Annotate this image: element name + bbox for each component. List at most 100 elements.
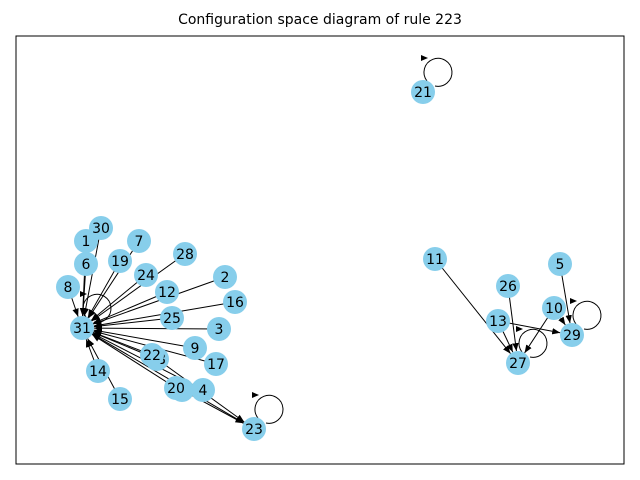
node-label-6: 6: [82, 257, 91, 273]
node-label-28: 28: [176, 247, 194, 263]
node-label-3: 3: [215, 322, 224, 338]
edge-28-to-31: [91, 253, 186, 322]
self-loop-31: [82, 293, 112, 323]
edge-25-to-31: [93, 317, 173, 329]
node-circle-12: [155, 280, 179, 304]
node-circle-20: [164, 376, 188, 400]
edge-31-to-23: [81, 327, 244, 424]
node-circle-31: [70, 316, 94, 340]
node-circle-17: [204, 352, 228, 376]
node-label-11: 11: [426, 252, 444, 268]
node-label-29: 29: [563, 328, 581, 344]
node-22: 22: [140, 343, 164, 367]
plot-frame: [15, 35, 625, 465]
node-label-13: 13: [489, 314, 507, 330]
node-label-27: 27: [509, 356, 527, 372]
node-label-2: 2: [221, 270, 230, 286]
node-circle-10: [542, 296, 566, 320]
edge-3-to-31: [93, 324, 220, 332]
node-circle-26: [496, 274, 520, 298]
node-circle-23: [242, 417, 266, 441]
node-label-22: 22: [143, 348, 161, 364]
self-loop-23: [254, 394, 284, 424]
node-label-4: 4: [199, 383, 208, 399]
node-circle-5: [548, 252, 572, 276]
node-31: 31: [70, 316, 94, 340]
node-circle-7: [127, 229, 151, 253]
edge-20-to-31: [91, 334, 177, 389]
node-label-10: 10: [545, 301, 563, 317]
self-loop-21: [423, 57, 453, 87]
node-2: 2: [213, 265, 237, 289]
self-loop-arrow-31: [80, 291, 87, 297]
edge-9-to-31: [93, 328, 196, 349]
self-loop-arrow-21: [421, 55, 428, 61]
node-13: 13: [486, 309, 510, 333]
node-label-25: 25: [163, 311, 181, 327]
node-17: 17: [204, 352, 228, 376]
node-11: 11: [423, 247, 447, 271]
node-6: 6: [74, 252, 98, 276]
node-label-23: 23: [245, 422, 263, 438]
nodes-layer: 0123456789101112131415161718192021222324…: [56, 80, 584, 441]
self-loop-arrow-23: [252, 392, 259, 398]
node-3: 3: [207, 317, 231, 341]
node-label-16: 16: [226, 295, 244, 311]
node-label-9: 9: [191, 341, 200, 357]
self-loop-arrow-27: [516, 326, 523, 332]
node-circle-8: [56, 275, 80, 299]
node-circle-6: [74, 252, 98, 276]
node-16: 16: [223, 290, 247, 314]
node-label-30: 30: [92, 221, 110, 237]
node-9: 9: [183, 336, 207, 360]
node-circle-24: [134, 263, 158, 287]
node-28: 28: [173, 242, 197, 266]
node-circle-14: [86, 359, 110, 383]
node-29: 29: [560, 323, 584, 347]
node-label-20: 20: [167, 381, 185, 397]
node-10: 10: [542, 296, 566, 320]
node-30: 30: [89, 216, 113, 240]
node-label-19: 19: [111, 254, 129, 270]
node-19: 19: [108, 249, 132, 273]
node-circle-30: [89, 216, 113, 240]
node-circle-29: [560, 323, 584, 347]
node-circle-15: [108, 387, 132, 411]
edge-11-to-27: [434, 258, 511, 354]
self-loop-arrow-29: [570, 298, 577, 304]
node-8: 8: [56, 275, 80, 299]
node-7: 7: [127, 229, 151, 253]
self-loop-29: [572, 300, 602, 330]
node-circle-22: [140, 343, 164, 367]
node-15: 15: [108, 387, 132, 411]
node-12: 12: [155, 280, 179, 304]
node-label-14: 14: [89, 364, 107, 380]
node-label-15: 15: [111, 392, 129, 408]
node-label-31: 31: [73, 321, 91, 337]
edge-7-to-31: [88, 240, 140, 319]
node-label-8: 8: [64, 280, 73, 296]
node-circle-13: [486, 309, 510, 333]
node-label-24: 24: [137, 268, 155, 284]
node-circle-27: [506, 351, 530, 375]
node-24: 24: [134, 263, 158, 287]
node-circle-3: [207, 317, 231, 341]
node-circle-21: [411, 80, 435, 104]
node-20: 20: [164, 376, 188, 400]
node-circle-9: [183, 336, 207, 360]
node-circle-11: [423, 247, 447, 271]
self-loop-27: [518, 328, 548, 358]
node-23: 23: [242, 417, 266, 441]
edge-12-to-31: [92, 291, 168, 324]
node-label-7: 7: [135, 234, 144, 250]
node-label-26: 26: [499, 279, 517, 295]
node-4: 4: [191, 378, 215, 402]
node-circle-4: [191, 378, 215, 402]
diagram-title: Configuration space diagram of rule 223: [178, 12, 462, 28]
node-circle-2: [213, 265, 237, 289]
node-circle-25: [160, 306, 184, 330]
node-circle-28: [173, 242, 197, 266]
node-21: 21: [411, 80, 435, 104]
node-27: 27: [506, 351, 530, 375]
